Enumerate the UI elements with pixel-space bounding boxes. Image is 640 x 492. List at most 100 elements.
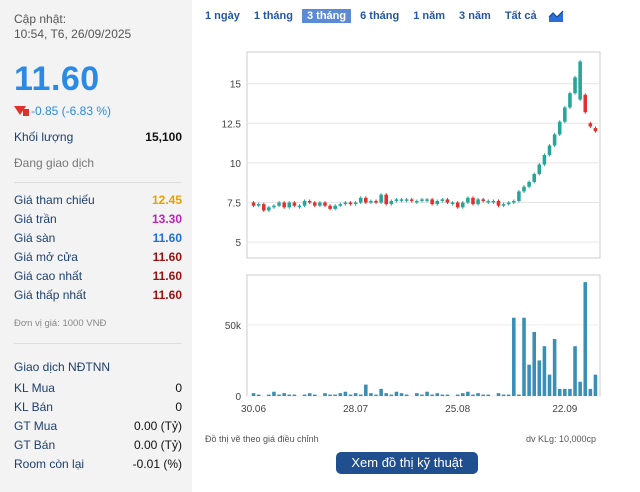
price-row: Giá cao nhất 11.60 [14,269,182,283]
price-row-label: Giá trần [14,212,57,226]
candle [537,164,542,175]
volume-bar [460,393,465,396]
candle [527,181,531,187]
candle [486,200,491,203]
volume-row: Khối lượng 15,100 [14,130,182,144]
volume-bar [583,282,588,396]
candle [338,204,343,206]
tab-period[interactable]: 3 năm [459,10,491,22]
price-change: -0.85 (-6.83 %) [14,104,111,118]
price-row-label: Giá thấp nhất [14,288,87,302]
foreign-row-label: Room còn lại [14,457,85,471]
current-price: 11.60 [14,60,100,98]
price-row-value: 11.60 [152,250,182,264]
candle [282,202,286,208]
tab-period[interactable]: 3 tháng [301,9,352,23]
volume-bar [364,384,368,396]
volume-bar [343,391,348,396]
volume-bar [251,393,256,396]
volume-bar [466,391,470,396]
candle [251,202,256,206]
volume-bar [323,393,327,396]
tab-period[interactable]: 1 tháng [253,10,293,22]
volume-bar [588,388,593,396]
volume-bar [568,388,572,396]
candle [583,94,588,113]
period-tabs: 1 ngày 1 tháng 3 tháng 6 tháng 1 năm 3 năm Tất… [200,9,564,23]
price-row: Giá sàn 11.60 [14,231,182,245]
candle [384,194,389,205]
candle [425,199,429,201]
volume-bar [445,394,450,396]
candle [399,199,404,201]
x-tick-label: 22.09 [552,404,577,415]
volume-bar [496,393,501,396]
volume-bar [435,393,440,396]
divider [14,343,182,344]
volume-bar [267,394,271,396]
tab-period[interactable]: 1 ngày [205,10,240,22]
candle [471,197,475,205]
volume-panel [246,274,601,397]
candle [506,202,511,205]
foreign-row: KL Mua 0 [14,381,182,395]
candle [455,202,460,208]
volume-bar [486,394,491,396]
volume-bar [384,393,389,396]
volume-bar [394,391,399,396]
price-row-label: Giá cao nhất [14,269,83,283]
volume-bar [348,394,353,396]
foreign-title-row: Giao dịch NĐTNN [14,360,182,374]
volume-bar [272,391,276,396]
foreign-row-value: 0.00 (Tỷ) [133,419,182,433]
volume-bar [425,391,429,396]
candle [522,186,526,192]
volume-bar [415,393,419,396]
candle [460,202,465,208]
x-tick-label: 25.08 [445,404,470,415]
unit-note-row: Đơn vị giá: 1000 VNĐ [14,318,182,329]
price-tick-label: 10 [230,159,242,170]
candle [476,199,480,205]
unit-note: Đơn vị giá: 1000 VNĐ [14,318,107,329]
candle [348,202,353,205]
quote-panel [0,0,192,492]
volume-bar [404,394,409,396]
volume-bar [481,394,485,396]
tab-period[interactable]: Tất cả [504,10,537,22]
candle [307,200,312,203]
candle [501,204,506,206]
price-tick-label: 12.5 [222,119,242,130]
volume-bar [501,394,506,396]
volume-label: Khối lượng [14,130,74,144]
update-time: 10:54, T6, 26/09/2025 [14,27,132,41]
candle [420,199,424,201]
price-row-label: Giá mở cửa [14,250,78,264]
volume-bar [476,393,480,396]
volume-value: 15,100 [145,130,182,144]
volume-bar [338,393,343,396]
volume-bar [307,393,312,396]
tab-period[interactable]: 1 năm [413,10,446,22]
volume-bar [573,346,577,396]
foreign-row-value: -0.01 (%) [132,457,182,471]
divider [14,182,182,183]
volume-bar [379,388,383,396]
candle [256,204,261,206]
candle [292,202,297,206]
technical-chart-button[interactable]: Xem đồ thị kỹ thuật [336,452,478,474]
candle [302,200,307,206]
volume-bar [420,394,424,396]
volume-bar [353,393,358,396]
price-row-value: 11.60 [152,288,182,302]
foreign-row-label: KL Mua [14,381,55,395]
chart-area-icon[interactable] [547,9,564,23]
tab-period[interactable]: 6 tháng [360,10,400,22]
candle [481,199,485,201]
price-row-value: 11.60 [152,231,182,245]
volume-bar [542,346,547,396]
candle [435,200,440,205]
volume-bar [369,393,373,396]
candle [573,77,577,94]
foreign-row-value: 0 [175,400,182,414]
